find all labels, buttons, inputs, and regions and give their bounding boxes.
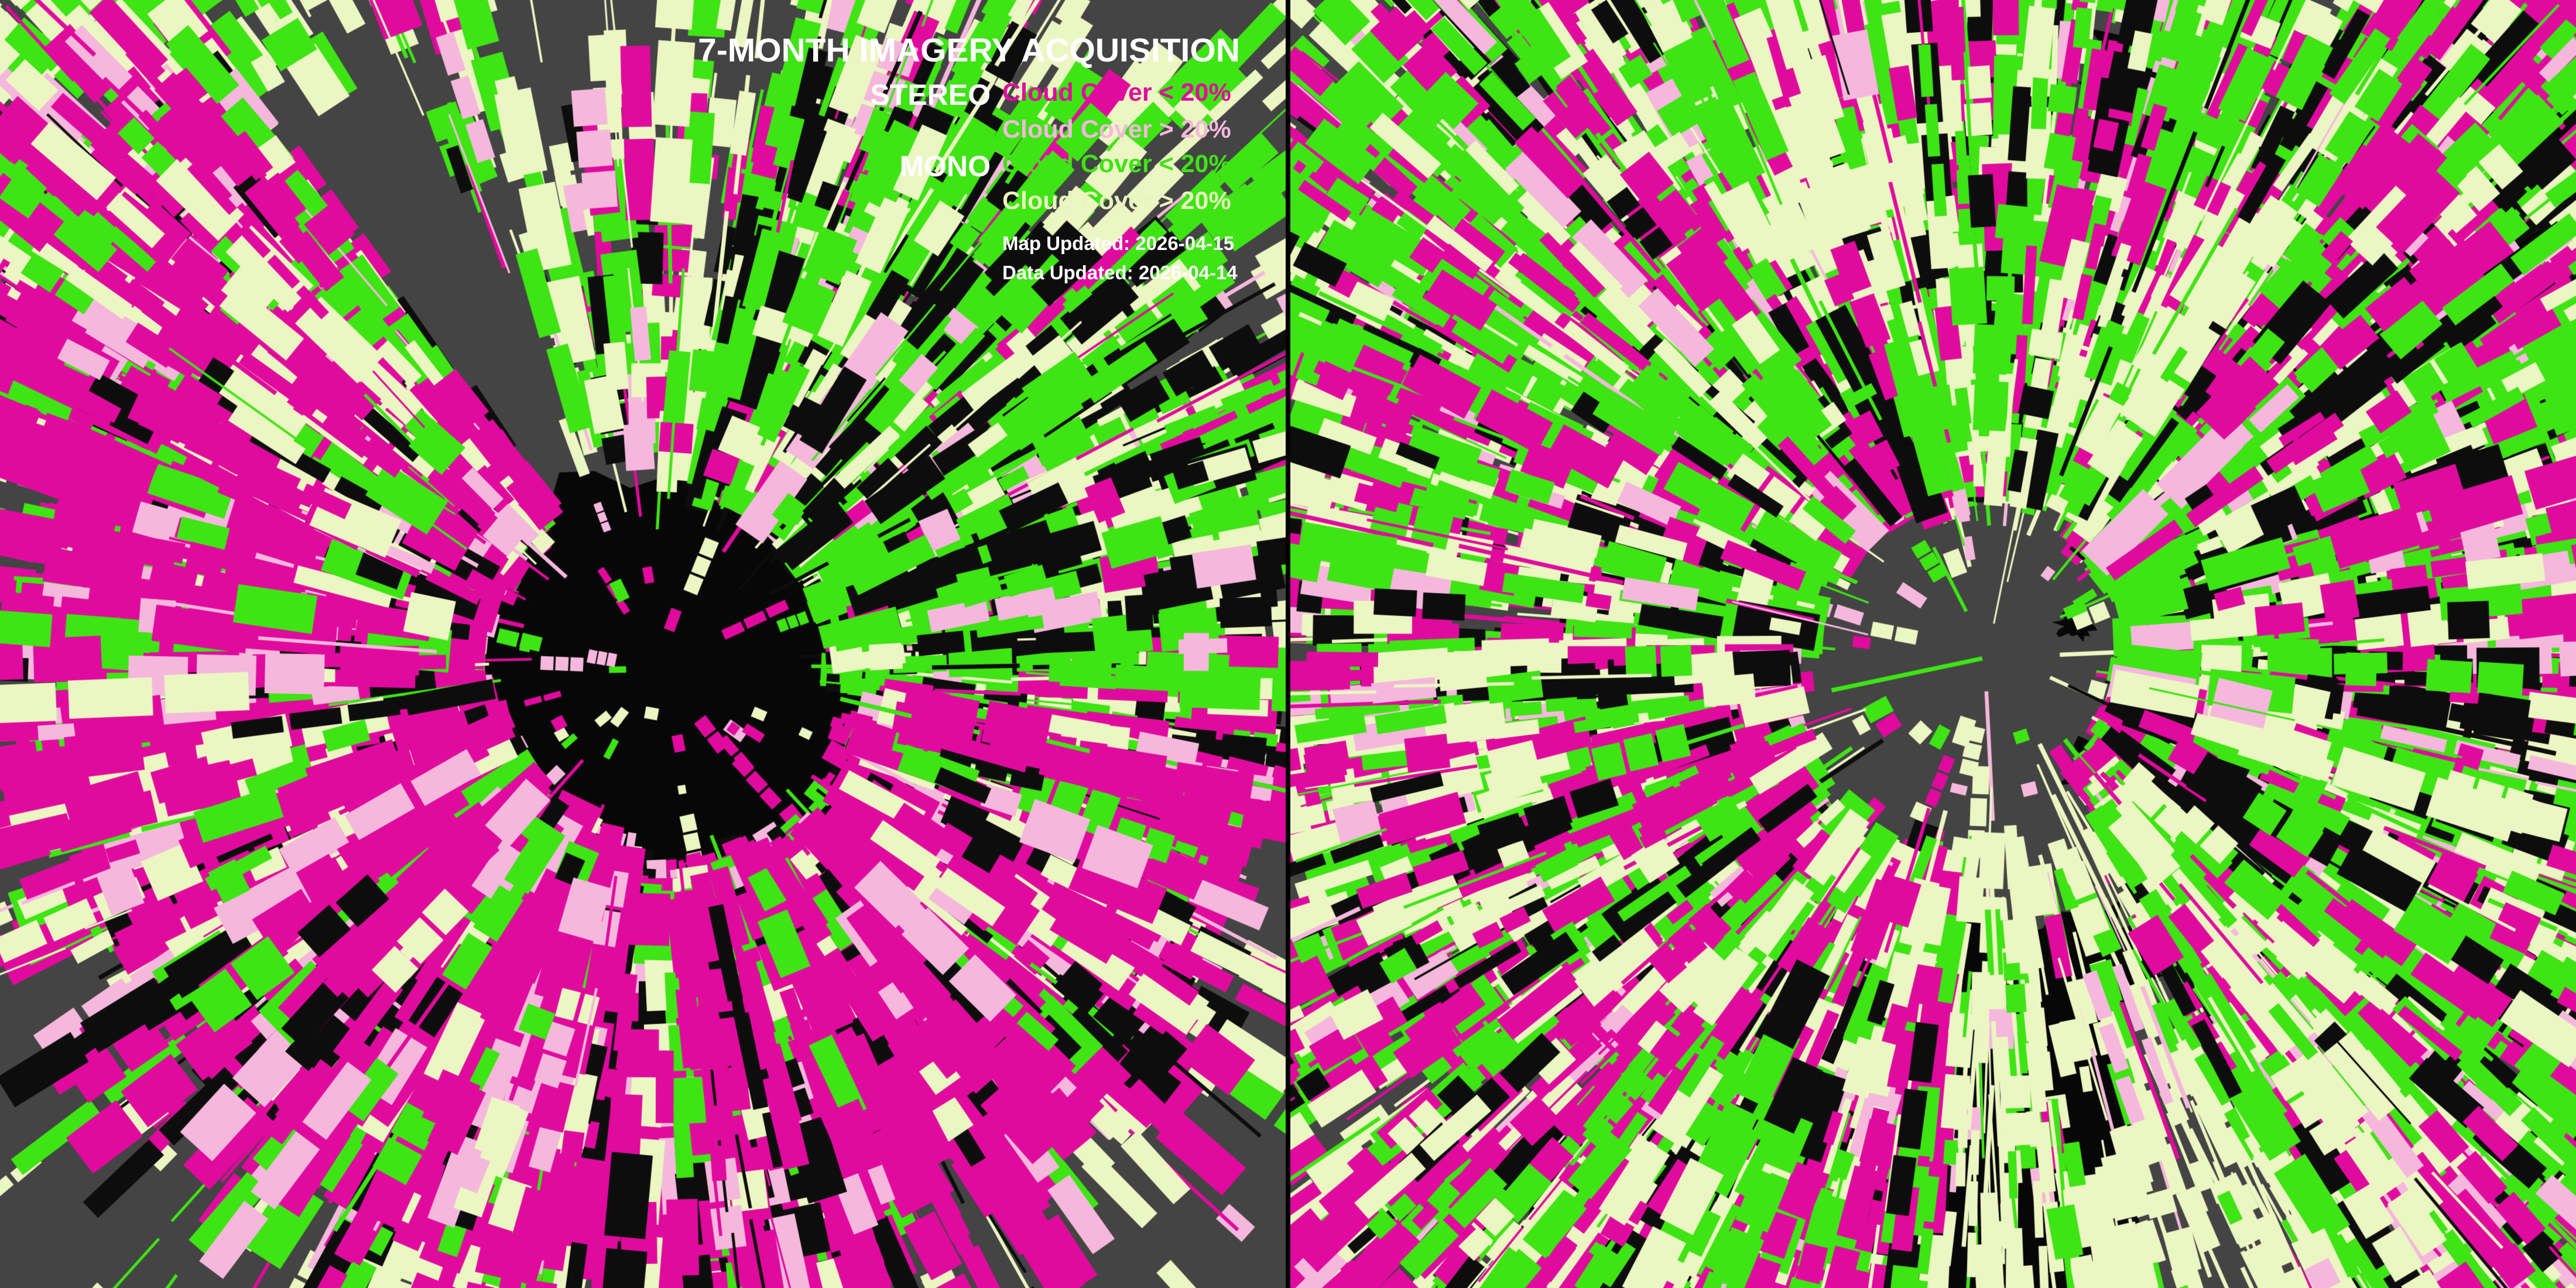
antarctic-map-panel [0, 0, 1288, 1288]
map-title: 7-MONTH IMAGERY ACQUISITION [698, 32, 1240, 69]
arctic-map-panel [1288, 0, 2576, 1288]
legend-item-stereo-lt20: Cloud Cover < 20% [1002, 78, 1231, 107]
update-dates: Map Updated: 2026-04-15 Data Updated: 20… [1002, 229, 1259, 287]
legend-item-mono-lt20: Cloud Cover < 20% [1002, 150, 1231, 178]
legend-item-mono-gt20: Cloud Cover > 20% [1002, 187, 1231, 215]
legend-row-mono-lt20: MONO Cloud Cover < 20% [679, 152, 1259, 181]
legend-row-stereo-gt20: Cloud Cover > 20% [679, 117, 1259, 142]
antarctic-map-canvas [0, 0, 1288, 1288]
map-updated-text: Map Updated: 2026-04-15 [1002, 232, 1235, 254]
legend-row-stereo-lt20: STEREO Cloud Cover < 20% [679, 78, 1259, 111]
legend-row-mono-gt20: Cloud Cover > 20% [679, 189, 1259, 214]
legend: 7-MONTH IMAGERY ACQUISITION STEREO Cloud… [679, 34, 1259, 287]
legend-group-mono: MONO [899, 150, 991, 183]
data-updated-text: Data Updated: 2026-04-14 [1002, 261, 1238, 283]
panel-divider [1286, 0, 1290, 1288]
arctic-map-canvas [1288, 0, 2576, 1288]
legend-group-stereo: STEREO [870, 78, 991, 111]
legend-item-stereo-gt20: Cloud Cover > 20% [1002, 115, 1231, 143]
